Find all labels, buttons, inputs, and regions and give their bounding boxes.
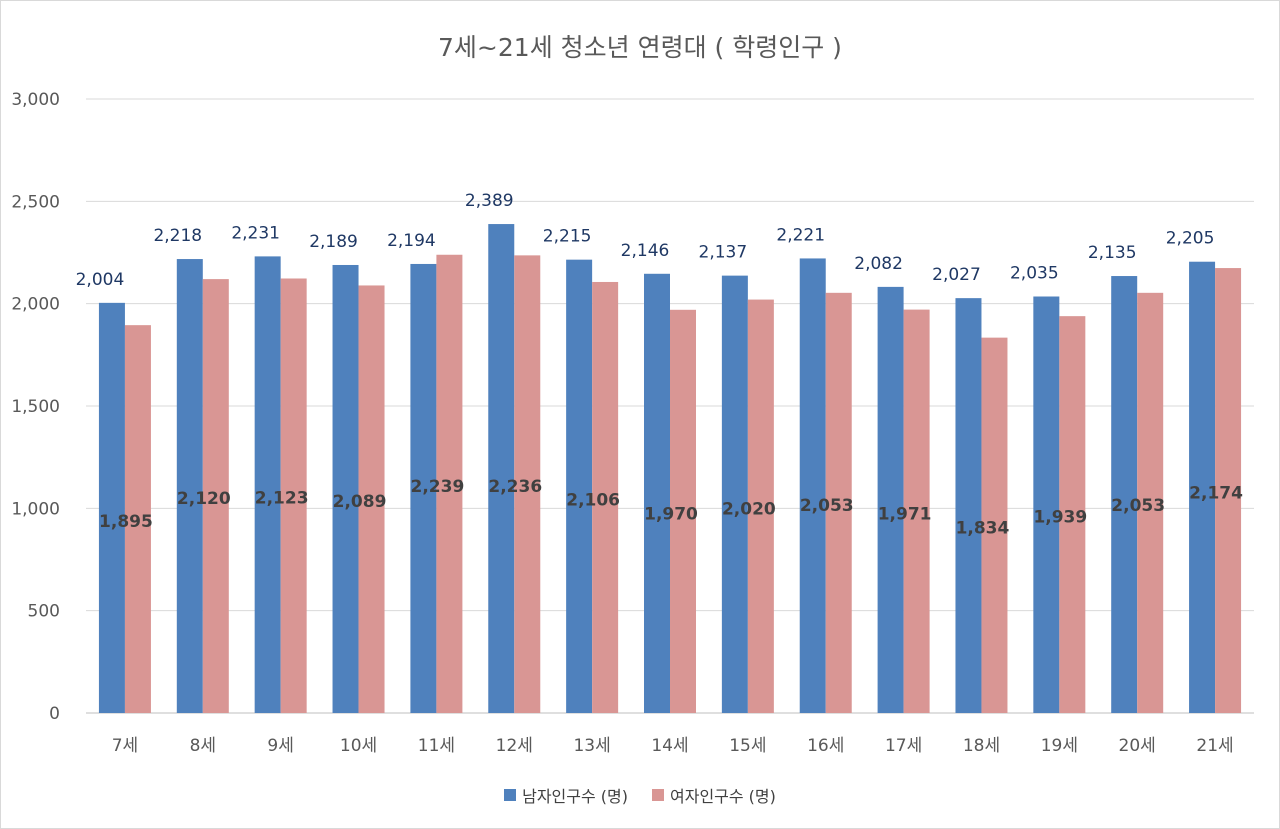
bar-male	[955, 298, 982, 713]
bar-female	[1137, 292, 1164, 713]
x-tick-label: 15세	[729, 736, 766, 756]
data-label-female: 1,970	[644, 504, 698, 524]
bar-male	[1111, 276, 1138, 713]
y-tick-label: 2,500	[11, 192, 60, 212]
y-tick-label: 0	[49, 704, 60, 724]
bar-male	[488, 224, 515, 713]
x-tick-label: 19세	[1041, 736, 1078, 756]
bar-female	[670, 309, 696, 713]
x-tick-label: 13세	[573, 736, 610, 756]
data-label-female: 1,895	[99, 512, 153, 532]
bar-male	[254, 256, 281, 713]
y-tick-label: 1,000	[11, 499, 60, 519]
data-label-male: 2,218	[153, 226, 202, 246]
data-label-male: 2,231	[231, 223, 280, 243]
data-label-female: 2,106	[566, 490, 620, 510]
data-label-male: 2,004	[76, 270, 125, 290]
data-label-female: 2,236	[488, 477, 542, 497]
bar-male	[644, 273, 670, 713]
bar-male	[1033, 296, 1060, 713]
bar-female	[124, 325, 151, 713]
data-label-male: 2,027	[932, 265, 981, 285]
data-label-male: 2,135	[1088, 243, 1137, 263]
data-label-male: 2,389	[465, 191, 514, 211]
x-tick-label: 7세	[112, 736, 138, 756]
data-label-male: 2,146	[621, 241, 670, 261]
data-label-female: 2,053	[800, 496, 854, 516]
legend-item-male: 남자인구수 (명)	[504, 783, 628, 807]
bar-female	[825, 292, 852, 713]
bar-male	[410, 263, 437, 713]
x-tick-label: 9세	[267, 736, 293, 756]
data-label-male: 2,189	[309, 232, 358, 252]
x-tick-label: 12세	[496, 736, 533, 756]
data-label-male: 2,215	[543, 227, 592, 247]
bar-female	[202, 279, 229, 713]
chart-title: 7세~21세 청소년 연령대 ( 학령인구 )	[438, 33, 842, 62]
bar-male	[98, 302, 125, 713]
legend: 남자인구수 (명) 여자인구수 (명)	[0, 783, 1280, 807]
x-tick-label: 17세	[885, 736, 922, 756]
bar-female	[280, 278, 307, 713]
data-label-male: 2,205	[1166, 229, 1215, 249]
data-label-male: 2,221	[776, 225, 825, 245]
bar-male	[799, 258, 826, 713]
data-label-male: 2,035	[1010, 264, 1059, 284]
bar-female	[981, 337, 1008, 713]
bar-female	[1059, 316, 1086, 713]
data-label-female: 1,834	[956, 518, 1010, 538]
x-tick-label: 20세	[1119, 736, 1156, 756]
data-label-male: 2,082	[854, 254, 903, 274]
x-tick-label: 16세	[807, 736, 844, 756]
legend-swatch-female	[652, 789, 664, 801]
y-tick-label: 1,500	[11, 397, 60, 417]
x-tick-label: 11세	[418, 736, 455, 756]
data-label-female: 2,120	[177, 489, 231, 509]
bar-female	[358, 285, 385, 713]
y-tick-label: 500	[28, 602, 60, 622]
bar-male	[176, 259, 203, 713]
bar-female	[436, 254, 463, 713]
bar-female	[514, 255, 541, 713]
data-label-female: 2,053	[1111, 496, 1165, 516]
bar-female	[1215, 268, 1242, 713]
bar-male	[566, 259, 593, 713]
bar-female	[592, 281, 619, 713]
data-label-male: 2,137	[699, 243, 748, 263]
data-label-female: 2,174	[1189, 484, 1243, 504]
legend-item-female: 여자인구수 (명)	[652, 783, 776, 807]
bar-male	[721, 275, 748, 713]
x-tick-label: 10세	[340, 736, 377, 756]
x-tick-label: 8세	[190, 736, 216, 756]
legend-swatch-male	[504, 789, 517, 801]
bar-female	[903, 309, 930, 713]
bar-male	[1189, 261, 1216, 713]
data-label-female: 2,020	[722, 499, 776, 519]
data-label-female: 2,123	[255, 489, 309, 509]
legend-label-male: 남자인구수 (명)	[522, 787, 628, 806]
data-label-female: 2,239	[411, 477, 465, 497]
legend-label-female: 여자인구수 (명)	[670, 787, 776, 806]
data-label-female: 2,089	[333, 492, 387, 512]
data-label-female: 1,971	[878, 504, 932, 524]
x-tick-label: 21세	[1196, 736, 1233, 756]
y-tick-label: 2,000	[11, 295, 60, 315]
bar-male	[332, 264, 359, 713]
bar-male	[877, 286, 904, 713]
x-tick-label: 18세	[963, 736, 1000, 756]
data-label-female: 1,939	[1033, 508, 1087, 528]
y-tick-label: 3,000	[11, 90, 60, 110]
x-tick-label: 14세	[651, 736, 688, 756]
bar-female	[747, 299, 774, 713]
data-label-male: 2,194	[387, 231, 436, 251]
